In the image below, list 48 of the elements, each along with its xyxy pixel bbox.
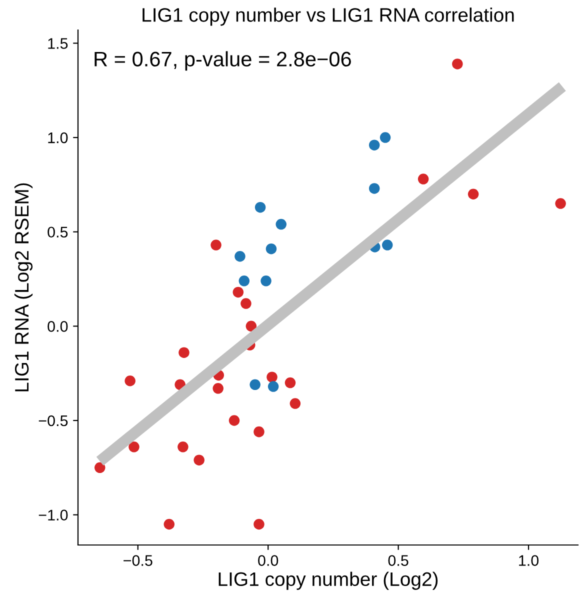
point	[178, 442, 188, 452]
point	[452, 58, 463, 70]
point	[164, 518, 175, 530]
point	[260, 276, 272, 286]
point	[228, 415, 240, 426]
point	[194, 454, 204, 466]
point	[266, 372, 278, 382]
point	[234, 250, 246, 262]
point	[240, 298, 252, 309]
point	[178, 347, 190, 358]
point	[368, 183, 380, 194]
point	[276, 218, 287, 230]
point	[254, 426, 264, 438]
x-tick-label: 0.0	[258, 555, 278, 566]
point	[212, 383, 224, 394]
y-tick-label: 1.5	[48, 38, 68, 49]
point	[254, 202, 266, 213]
y-tick-label: 1.0	[48, 132, 68, 144]
x-tick-label: 0.5	[388, 555, 408, 566]
point	[284, 377, 296, 388]
point	[555, 198, 566, 209]
point	[238, 276, 250, 286]
x-tick-label: −0.5	[124, 555, 152, 566]
point	[254, 518, 264, 530]
chart-title: LIG1 copy number vs LIG1 RNA correlation	[142, 8, 514, 26]
annotation: R = 0.67, p-value = 2.8e−06	[94, 51, 351, 71]
point	[380, 132, 391, 143]
y-tick-label: 0.0	[48, 321, 68, 332]
point	[128, 442, 140, 452]
point	[246, 320, 257, 332]
point	[368, 140, 380, 150]
point	[124, 376, 136, 386]
point	[94, 462, 106, 474]
point	[382, 240, 393, 250]
point	[418, 174, 429, 184]
y-tick-label: 0.5	[48, 226, 68, 238]
y-tick-label: −0.5	[38, 415, 68, 426]
point	[250, 379, 260, 390]
point	[232, 286, 244, 298]
y-tick-label: −1.0	[38, 510, 68, 521]
point	[468, 188, 479, 200]
point	[210, 240, 222, 250]
point	[290, 398, 301, 409]
x-axis-title: LIG1 copy number (Log2)	[218, 572, 438, 590]
point	[266, 243, 277, 254]
y-axis-title: LIG1 RNA (Log2 RSEM)	[14, 183, 33, 392]
point	[268, 381, 279, 392]
x-tick-label: 1.0	[519, 555, 539, 566]
